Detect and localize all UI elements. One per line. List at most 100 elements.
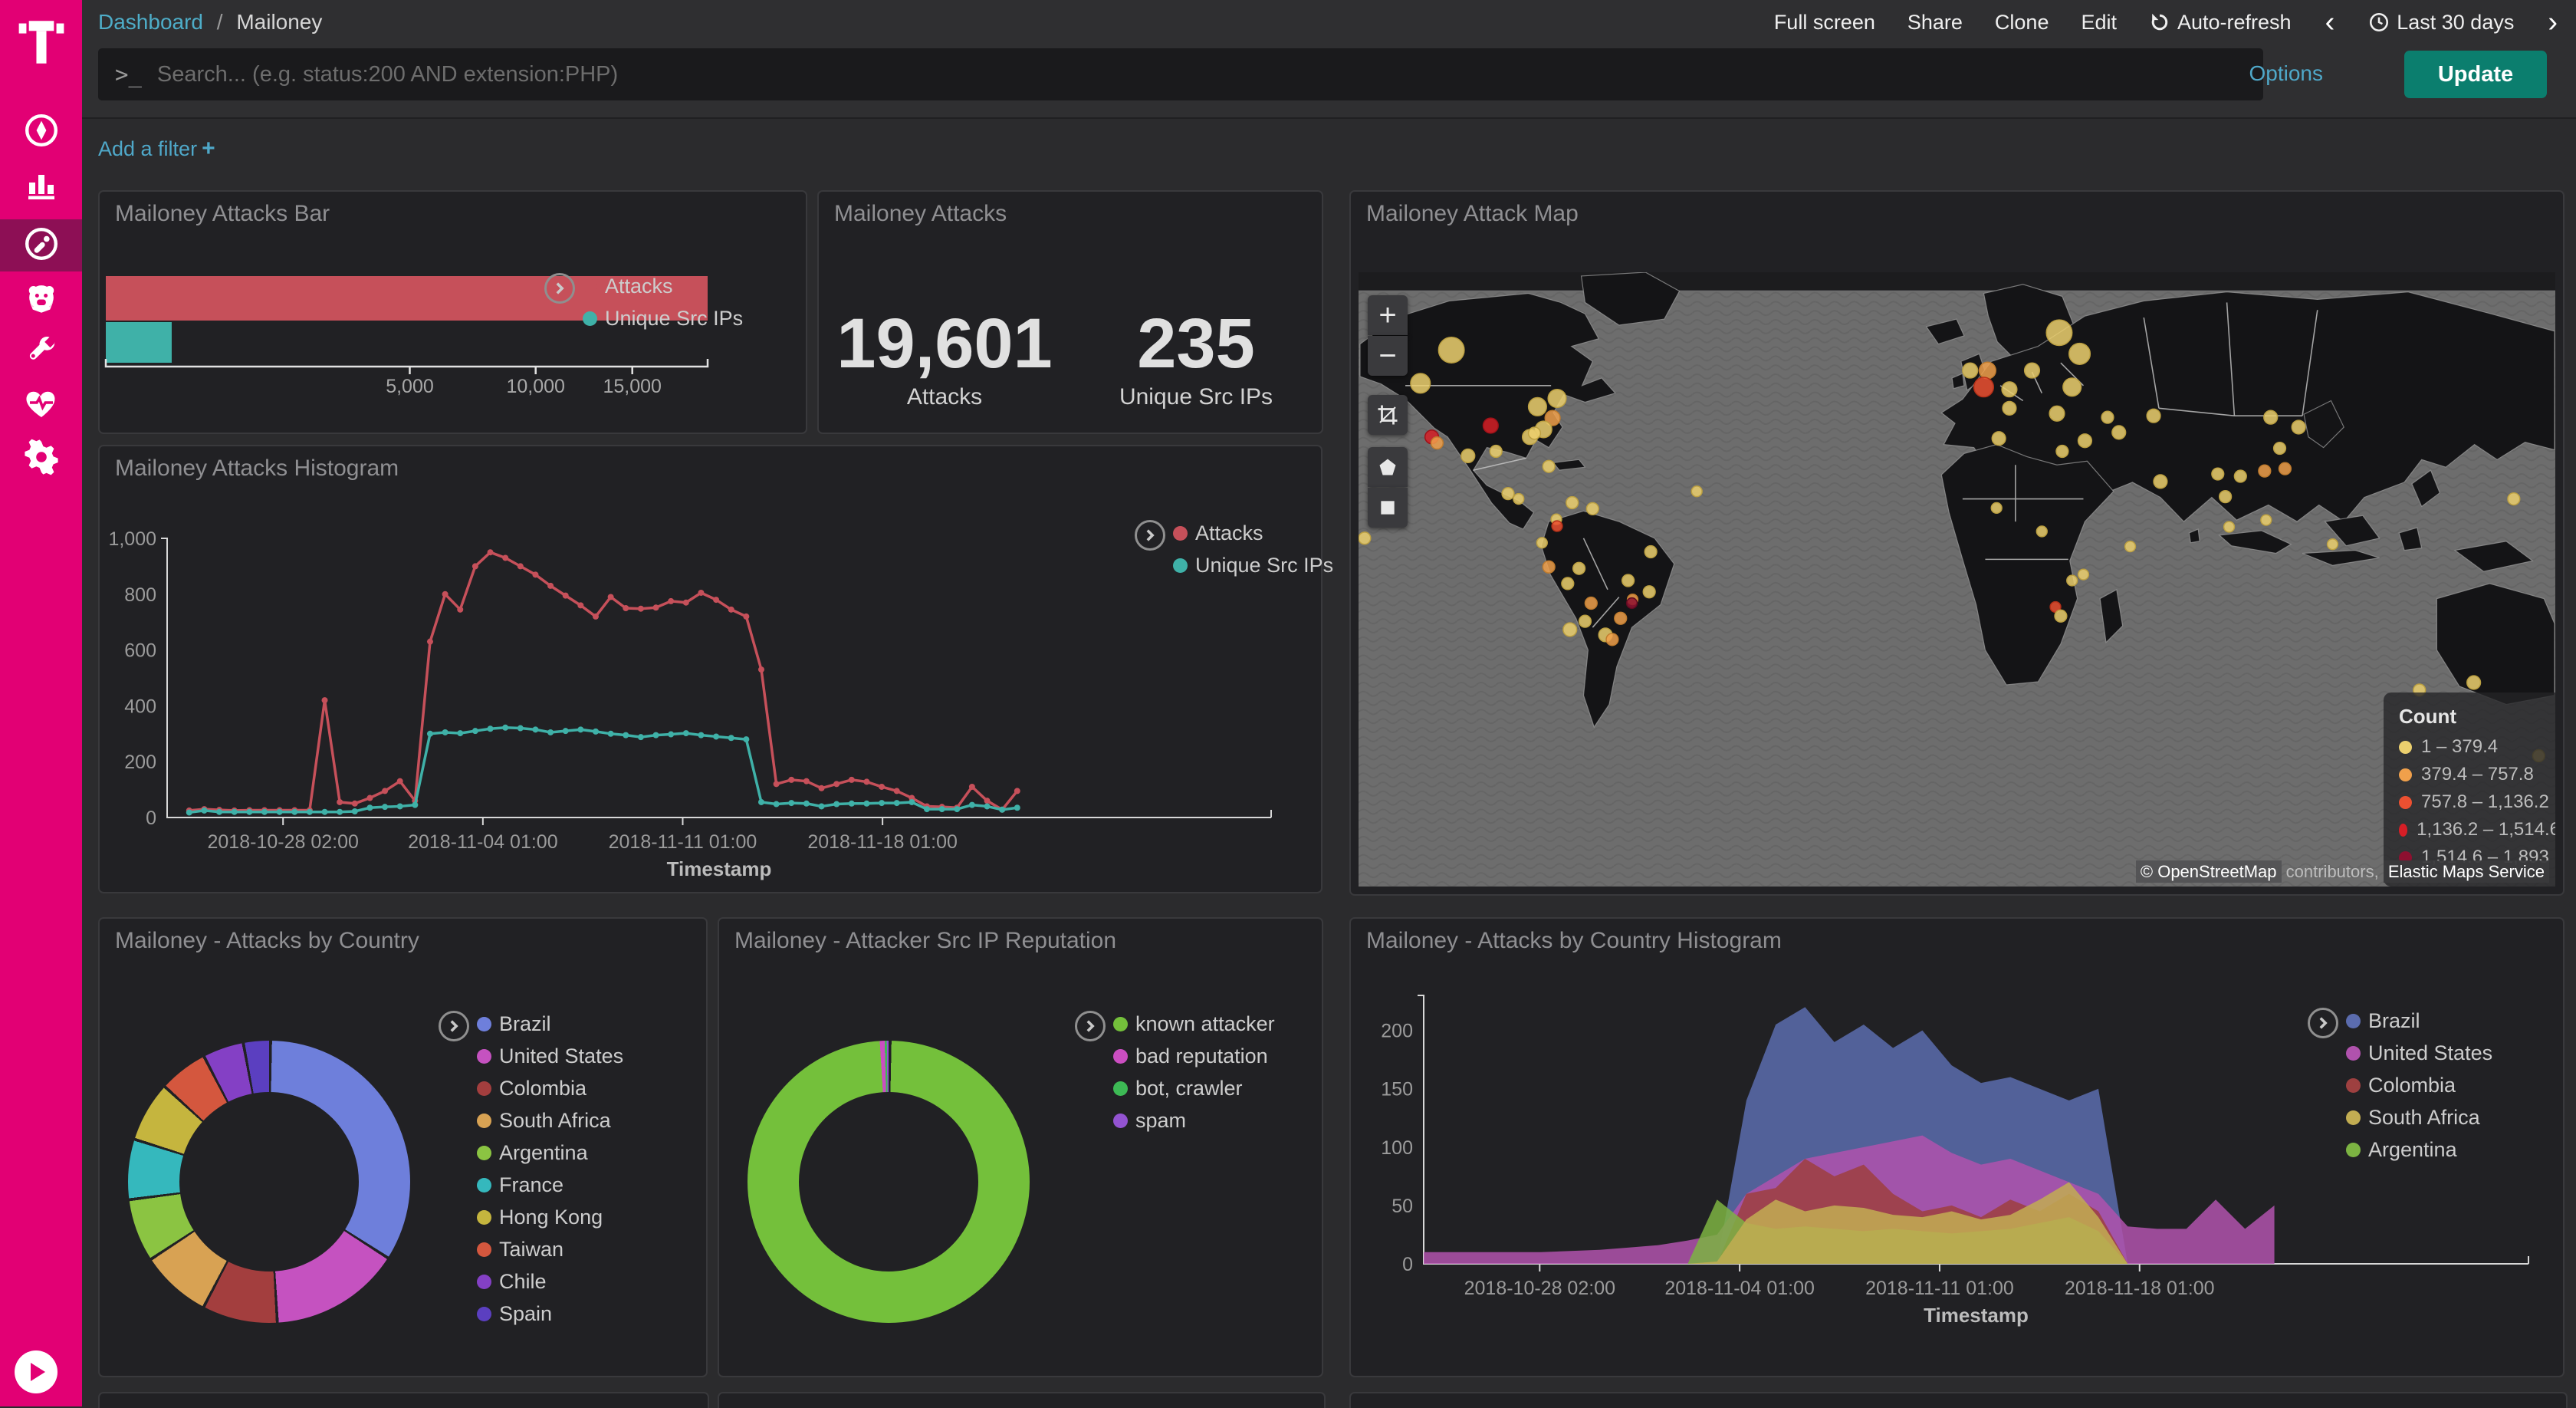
attack-bubble[interactable] [1542,560,1556,574]
attack-bubble[interactable] [1973,377,1995,398]
country-legend-item[interactable]: Spain [477,1302,623,1326]
attack-bubble[interactable] [2146,408,2161,423]
attack-bubble[interactable] [2001,381,2018,398]
histogram-legend-item[interactable]: Unique Src IPs [1173,554,1333,577]
elastic-maps-service-link[interactable]: Elastic Maps Service [2383,860,2549,883]
reputation-legend-item[interactable]: bad reputation [1113,1044,1275,1068]
auto-refresh-button[interactable]: Auto-refresh [2149,11,2292,35]
attack-bubble[interactable] [2223,521,2236,533]
attack-bubble[interactable] [1430,436,1444,450]
map-draw-rectangle-button[interactable] [1368,488,1408,528]
attack-bubble[interactable] [2466,675,2482,690]
sidebar-item-monitoring[interactable] [0,379,82,431]
attack-bubble[interactable] [1489,444,1503,459]
attack-bubble[interactable] [2023,362,2041,379]
attack-bubble[interactable] [1527,396,1547,416]
attack-bubble[interactable] [2002,400,2017,416]
attack-bubble[interactable] [1359,531,1372,545]
sidebar-item-devtools[interactable] [0,327,82,379]
attack-bubble[interactable] [1542,459,1556,473]
clone-button[interactable]: Clone [1994,10,2049,34]
attack-bubble[interactable] [2054,609,2068,623]
attack-bubble[interactable] [1621,574,1635,587]
attack-bubble[interactable] [2124,541,2137,553]
attack-bubble[interactable] [1536,537,1548,549]
attack-bubble[interactable] [1572,561,1586,575]
reputation-legend-item[interactable]: bot, crawler [1113,1077,1275,1100]
sidebar-item-dashboard[interactable] [0,219,82,271]
update-button[interactable]: Update [2404,51,2547,98]
map-draw-polygon-button[interactable] [1368,447,1408,487]
attack-bubble[interactable] [2062,377,2082,397]
attack-bubble[interactable] [2326,538,2339,551]
map-fit-bounds-button[interactable] [1368,395,1408,435]
attack-bubble[interactable] [2036,525,2048,538]
legend-toggle-chevron[interactable] [439,1011,469,1041]
attack-bubble[interactable] [1551,520,1563,532]
attack-bubble[interactable] [2068,342,2091,365]
attack-bubble[interactable] [1544,410,1561,426]
attack-bubble[interactable] [2258,464,2272,478]
reputation-legend-item[interactable]: spam [1113,1109,1275,1133]
attack-bubble[interactable] [1691,485,1703,498]
attack-bubble[interactable] [2233,469,2247,483]
attack-bubble[interactable] [2272,441,2287,456]
area-series-South Africa[interactable] [1424,1182,2275,1264]
openstreetmap-link[interactable]: © OpenStreetMap [2135,860,2282,883]
attack-bubble[interactable] [2263,410,2279,425]
line-series-Unique Src IPs[interactable] [189,726,1018,814]
attack-bubble[interactable] [1547,388,1567,409]
time-back-chevron[interactable]: ‹ [2325,6,2335,38]
attacks-histogram-chart[interactable]: 0 200 400 600 800 1,000 2018-10-28 02:00 2018-1… [100,446,1321,892]
country-histogram-legend-item[interactable]: Argentina [2346,1138,2492,1162]
reputation-donut-chart[interactable] [748,1041,1030,1323]
breadcrumb-dashboard-link[interactable]: Dashboard [98,10,203,34]
reputation-legend-item[interactable]: known attacker [1113,1012,1275,1036]
attack-bubble[interactable] [1644,544,1658,559]
attack-bubble[interactable] [1614,611,1628,625]
sidebar-expand-button[interactable] [15,1350,58,1393]
attack-bubble[interactable] [1410,373,1431,394]
country-legend-item[interactable]: France [477,1173,623,1197]
attack-bubble[interactable] [1962,362,1979,379]
attack-bubble[interactable] [2111,425,2127,440]
attack-bubble[interactable] [2066,574,2078,587]
options-link[interactable]: Options [2249,61,2324,85]
attack-bubble[interactable] [1990,502,2003,515]
country-histogram-chart[interactable]: 0 50 100 150 200 2018-10-28 02:00 2018-11-04 0… [1351,919,2563,1376]
bar-Attacks[interactable] [106,276,708,321]
attack-bubble[interactable] [2211,467,2225,481]
map-zoom-out-button[interactable]: − [1368,336,1408,376]
attack-bubble[interactable] [1584,596,1598,610]
time-range-picker[interactable]: Last 30 days [2368,11,2514,35]
legend-toggle-chevron[interactable] [1135,520,1165,551]
country-legend-item[interactable]: Colombia [477,1077,623,1100]
attack-bubble[interactable] [1978,361,1996,380]
attack-bubble[interactable] [1482,417,1499,434]
sidebar-item-management[interactable] [0,433,82,485]
attack-bubble[interactable] [1562,622,1578,637]
attack-bubble[interactable] [1625,597,1638,610]
attack-bubble[interactable] [1438,336,1465,364]
attack-bubble[interactable] [2055,444,2069,459]
attack-bubble[interactable] [2218,489,2233,504]
attack-bubble[interactable] [2077,568,2090,581]
add-filter-link[interactable]: Add a filter + [98,136,215,161]
attack-bubble[interactable] [2260,514,2272,526]
attack-bubble[interactable] [1585,502,1599,516]
attack-bubble[interactable] [2101,410,2114,424]
full-screen-button[interactable]: Full screen [1773,10,1875,34]
country-legend-item[interactable]: Brazil [477,1012,623,1036]
attack-bubble[interactable] [2507,492,2521,506]
line-series-Attacks[interactable] [189,551,1019,812]
country-histogram-legend-item[interactable]: United States [2346,1041,2492,1065]
country-donut-chart[interactable] [128,1041,410,1323]
legend-toggle-chevron[interactable] [1075,1011,1106,1041]
attack-bubble[interactable] [2278,462,2292,475]
legend-toggle-chevron[interactable] [2308,1008,2338,1038]
bar-legend-item[interactable]: Unique Src IPs [583,307,743,331]
edit-button[interactable]: Edit [2081,10,2117,34]
legend-toggle-chevron[interactable] [544,273,575,304]
attack-map[interactable]: + − Count 1 – 379.4 379.4 – 757.8 757.8 – … [1359,272,2555,887]
sidebar-item-discover[interactable] [0,106,82,158]
